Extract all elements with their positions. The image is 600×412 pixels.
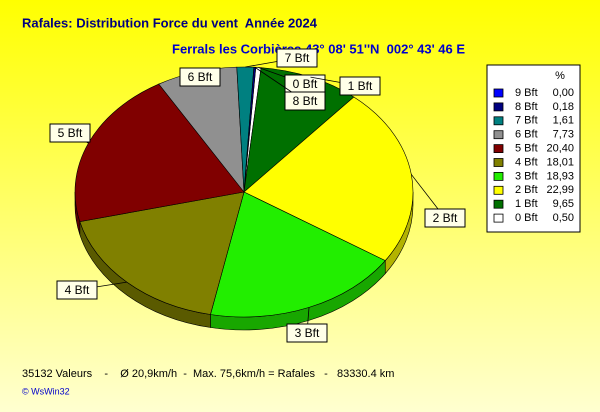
label-box <box>49 123 91 143</box>
label-box <box>284 91 326 111</box>
slice-label: 7 Bft <box>285 51 310 65</box>
footer-stats: 35132 Valeurs - Ø 20,9km/h - Max. 75,6km… <box>22 368 394 380</box>
slice-label: 1 Bft <box>348 79 373 93</box>
slice <box>243 96 414 262</box>
legend-value: 7,73 <box>553 129 574 141</box>
slice-label: 8 Bft <box>293 94 318 108</box>
legend-value: 18,93 <box>546 170 574 182</box>
legend-label: 7 Bft <box>515 115 538 127</box>
slice-labels: 0 Bft 1 Bft 2 Bft 3 Bft 4 Bft 5 Bft 6 Bft 7 Bft… <box>49 48 466 343</box>
legend-value: 9,65 <box>553 198 574 210</box>
legend-swatch <box>493 213 504 223</box>
legend-swatch <box>493 171 504 181</box>
label-box <box>56 280 98 300</box>
label-box <box>286 323 328 343</box>
pie <box>74 66 414 331</box>
legend-value: 0,00 <box>553 87 574 99</box>
label-box <box>339 76 381 96</box>
legend-swatch <box>493 116 504 126</box>
slice-label: 5 Bft <box>58 126 83 140</box>
footer-copyright: © WsWin32 <box>22 386 70 396</box>
legend-swatch <box>493 88 504 98</box>
slice-label: 4 Bft <box>65 283 90 297</box>
legend-label: 0 Bft <box>515 212 538 224</box>
legend-label: 5 Bft <box>515 143 538 155</box>
legend-label: 9 Bft <box>515 87 538 99</box>
legend-value: 20,40 <box>546 143 574 155</box>
legend-value: 1,61 <box>553 115 574 127</box>
label-box <box>276 48 318 68</box>
slice <box>210 191 386 318</box>
legend-swatch <box>493 199 504 209</box>
slice-label: 6 Bft <box>188 70 213 84</box>
legend-label: 1 Bft <box>515 198 538 210</box>
slice-label: 3 Bft <box>295 326 320 340</box>
legend-value: 22,99 <box>546 184 574 196</box>
legend-swatch <box>493 185 504 195</box>
legend-value: 18,01 <box>546 156 574 168</box>
legend-swatch <box>493 130 504 140</box>
legend-label: 2 Bft <box>515 184 538 196</box>
legend-label: 8 Bft <box>515 101 538 113</box>
legend-value: 0,18 <box>553 101 574 113</box>
label-box <box>179 67 221 87</box>
slice-label: 2 Bft <box>433 211 458 225</box>
chart-subtitle: Ferrals les Corbières 43° 08' 51''N 002°… <box>172 41 465 56</box>
legend-label: 6 Bft <box>515 129 538 141</box>
legend-swatch <box>493 102 504 112</box>
legend-label: 4 Bft <box>515 156 538 168</box>
label-box <box>424 208 466 228</box>
legend: 9 Bft 0,00 8 Bft 0,18 7 Bft 1,61 6 Bft 7,73 5 Bf… <box>493 87 574 224</box>
legend-value: 0,50 <box>553 212 574 224</box>
legend-swatch <box>493 158 504 167</box>
legend-header: % <box>555 70 565 82</box>
slice <box>79 191 245 315</box>
legend-label: 3 Bft <box>515 170 538 182</box>
legend-swatch <box>493 144 504 154</box>
slice-label: 0 Bft <box>293 77 318 91</box>
slice <box>243 66 257 193</box>
chart-title: Rafales: Distribution Force du vent Anné… <box>22 15 318 30</box>
